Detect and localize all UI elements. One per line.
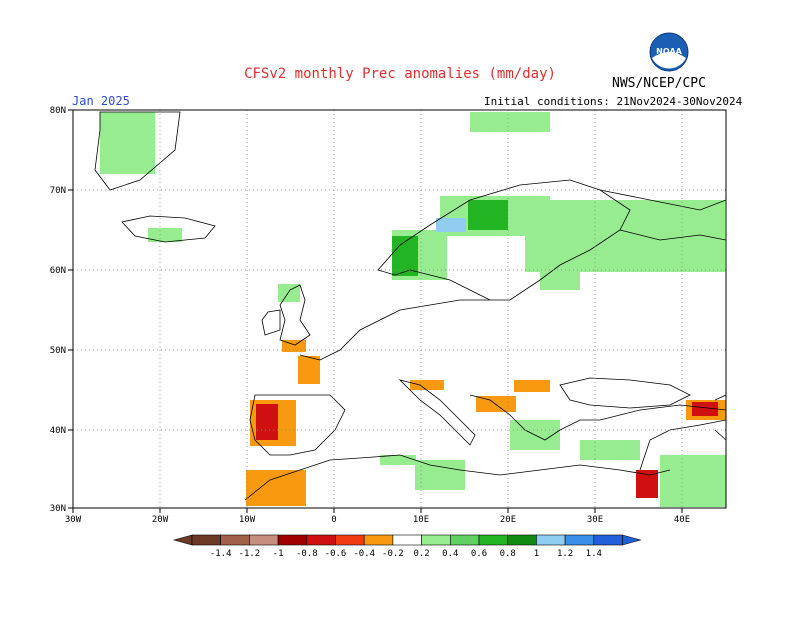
strong-negative-caucasus xyxy=(692,402,718,416)
colorbar: -1.4 -1.2 -1 -0.8 -0.6 -0.4 -0.2 0.2 0.4 0.6 0.8 1 1… xyxy=(172,534,642,559)
anomaly-fields xyxy=(100,112,726,507)
lat-label: 30N xyxy=(50,504,66,514)
colorbar-swatch xyxy=(306,534,336,546)
colorbar-swatch xyxy=(392,534,422,546)
positive-anomaly-baltic xyxy=(540,270,580,290)
negative-anomaly-bay xyxy=(298,356,320,384)
lon-label: 30E xyxy=(587,515,603,525)
lon-label: 10E xyxy=(413,515,429,525)
negative-anomaly-romania xyxy=(514,380,550,392)
positive-anomaly-egypt xyxy=(660,455,726,507)
coast-russia-north xyxy=(599,189,727,241)
graticule xyxy=(73,110,726,508)
negative-anomaly-morocco xyxy=(246,470,306,506)
colorbar-swatch xyxy=(536,534,566,546)
negative-anomaly-levant xyxy=(636,470,658,498)
coast-britain xyxy=(279,284,311,346)
positive-anomaly-turkey xyxy=(580,440,640,460)
lat-label: 60N xyxy=(50,266,66,276)
coast-north-africa xyxy=(244,454,671,501)
lat-label: 80N xyxy=(50,106,66,116)
coast-caspian xyxy=(714,394,727,441)
colorbar-swatch xyxy=(593,534,623,546)
negative-anomaly-blue-norway xyxy=(436,218,466,232)
forecast-month: Jan 2025 xyxy=(72,94,130,108)
colorbar-label: 1.2 xyxy=(557,549,573,559)
colorbar-label: -1.4 xyxy=(210,549,232,559)
coast-iceland xyxy=(121,215,216,243)
coast-greenland xyxy=(94,111,181,191)
colorbar-label: 0.2 xyxy=(413,549,429,559)
colorbar-swatch xyxy=(421,534,451,546)
positive-anomaly-libya xyxy=(415,460,465,490)
lat-labels: 80N 70N 60N 50N 40N 30N xyxy=(50,106,66,514)
colorbar-swatch xyxy=(249,534,279,546)
lon-label: 10W xyxy=(239,515,256,525)
coast-italy xyxy=(398,379,476,446)
lat-label: 40N xyxy=(50,426,66,436)
lat-label: 70N xyxy=(50,186,66,196)
colorbar-arrow-left xyxy=(172,534,193,546)
positive-anomaly-algeria xyxy=(380,455,416,465)
colorbar-swatch xyxy=(335,534,365,546)
colorbar-label: -0.8 xyxy=(296,549,318,559)
strong-negative-portugal xyxy=(256,404,278,440)
positive-anomaly-iceland xyxy=(148,228,182,242)
colorbar-label: 1.4 xyxy=(586,549,602,559)
colorbar-label: 0.6 xyxy=(471,549,487,559)
lon-label: 20W xyxy=(152,515,169,525)
agency-label: NWS/NCEP/CPC xyxy=(612,76,706,91)
axis-ticks xyxy=(68,109,683,513)
colorbar-label: 0.8 xyxy=(500,549,516,559)
lon-label: 0 xyxy=(331,515,336,525)
colorbar-label: 1 xyxy=(534,549,539,559)
colorbar-arrow-right xyxy=(622,534,642,546)
coast-balkans xyxy=(469,394,727,441)
coast-black-sea xyxy=(559,377,691,409)
positive-anomaly-svalbard xyxy=(470,112,550,132)
colorbar-swatch xyxy=(564,534,595,546)
colorbar-swatch xyxy=(220,534,250,546)
noaa-logo: NOAA xyxy=(649,32,689,72)
logo-text: NOAA xyxy=(656,47,682,56)
colorbar-label: -1 xyxy=(273,549,284,559)
colorbar-label: -0.4 xyxy=(353,549,375,559)
lat-label: 50N xyxy=(50,346,66,356)
coastlines xyxy=(94,111,727,501)
colorbar-swatch xyxy=(277,534,308,546)
colorbar-label: 0.4 xyxy=(442,549,458,559)
colorbar-swatch xyxy=(507,534,537,546)
coast-scandinavia xyxy=(377,179,631,301)
colorbar-label: -0.2 xyxy=(382,549,404,559)
positive-anomaly-greenland xyxy=(100,112,155,174)
lon-labels: 30W 20W 10W 0 10E 20E 30E 40E xyxy=(65,515,690,525)
colorbar-swatch xyxy=(449,534,480,546)
coast-iberia xyxy=(249,394,346,456)
lon-label: 40E xyxy=(674,515,690,525)
colorbar-swatch xyxy=(478,534,509,546)
positive-anomaly-scotland xyxy=(278,284,300,302)
map-title: CFSv2 monthly Prec anomalies (mm/day) xyxy=(244,66,556,82)
positive-anomaly-sweden-strong xyxy=(468,200,508,230)
coast-europe-west xyxy=(299,299,490,361)
negative-anomaly-italy xyxy=(410,380,444,390)
colorbar-swatch xyxy=(191,534,222,546)
colorbar-label: -1.2 xyxy=(239,549,261,559)
positive-anomaly-norway-strong xyxy=(392,236,418,276)
coast-ireland xyxy=(261,309,281,336)
lon-label: 30W xyxy=(65,515,82,525)
map-frame xyxy=(72,109,727,509)
colorbar-swatch xyxy=(363,534,394,546)
initial-conditions: Initial conditions: 21Nov2024-30Nov2024 xyxy=(484,95,743,108)
lon-label: 20E xyxy=(500,515,516,525)
colorbar-label: -0.6 xyxy=(325,549,347,559)
